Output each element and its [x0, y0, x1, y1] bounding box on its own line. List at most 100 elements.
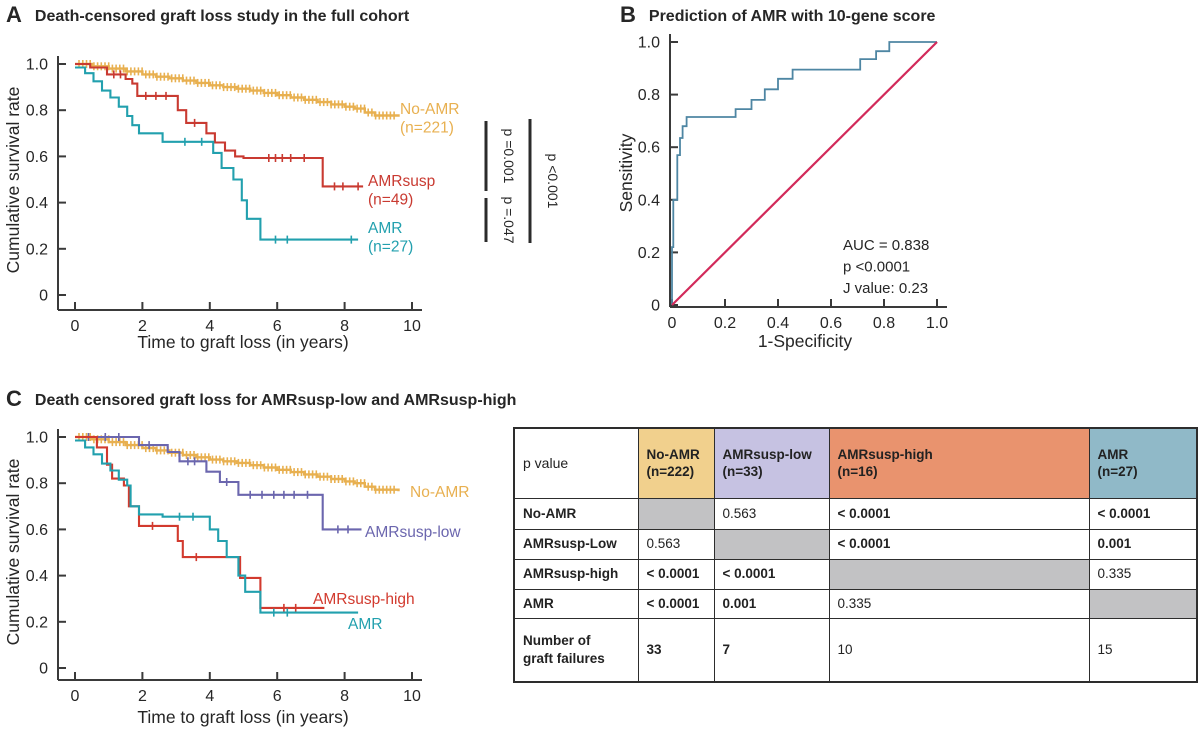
stat-annotation: AUC = 0.838 [843, 237, 929, 254]
curve-label-no-amr: No-AMR [410, 484, 469, 501]
x-axis-label: Time to graft loss (in years) [137, 332, 348, 352]
x-tick-label: 2 [138, 688, 147, 705]
x-tick-label: 2 [138, 318, 147, 335]
pvalue-cell [828, 558, 1090, 590]
panel-c-km-chart: 0 0.2 0.4 0.6 0.8 1.0 0 2 4 6 8 10 Time to graft los… [3, 429, 469, 727]
column-header-no-amr: No-AMR (n=222) [637, 427, 715, 499]
y-tick-label: 1.0 [638, 35, 660, 52]
y-tick-label: 1.0 [26, 430, 48, 447]
table-row: AMRsusp-Low 0.563 < 0.0001 0.001 [513, 528, 1198, 560]
y-tick-label: 0.6 [638, 140, 660, 157]
panel-c-header: C Death censored graft loss for AMRsusp-… [6, 388, 516, 410]
y-axis-label: Sensitivity [616, 133, 636, 212]
x-tick-label: 0 [71, 318, 80, 335]
y-tick-label: 0.4 [638, 192, 660, 209]
stat-annotation: p <0.0001 [843, 259, 910, 276]
x-tick-label: 10 [403, 318, 421, 335]
table-header-row: p value No-AMR (n=222) AMRsusp-low (n=33) AMR… [513, 427, 1198, 499]
y-tick-label: 1.0 [26, 57, 48, 74]
censor-ticks-amr [178, 512, 289, 617]
curve-reference-diagonal [671, 41, 938, 306]
censor-ticks-amrsusp-high [151, 521, 297, 612]
curve-label-amrsusp: (n=49) [368, 192, 413, 209]
stat-annotation: J value: 0.23 [843, 280, 928, 297]
column-header-amrsusp-low: AMRsusp-low (n=33) [713, 427, 830, 499]
y-tick-label: 0.8 [638, 87, 660, 104]
curve-label-amr: AMR [368, 220, 402, 237]
y-tick-label: 0.2 [26, 614, 48, 631]
table-row: Number of graft failures 33 7 10 15 [513, 617, 1198, 683]
x-tick-label: 8 [340, 318, 349, 335]
panel-b-roc-chart: 0 0.2 0.4 0.6 0.8 1.0 0 0.2 0.4 0.6 0.8 1.0 1-Specif… [616, 34, 948, 351]
y-tick-label: 0.8 [26, 476, 48, 493]
curve-label-no-amr: No-AMR [400, 101, 459, 118]
x-tick-label: 0 [668, 315, 677, 332]
pvalue-cell: < 0.0001 [828, 528, 1090, 560]
curve-amrsusp-high [75, 435, 325, 609]
column-header-amr: AMR (n=27) [1088, 427, 1198, 499]
y-tick-label: 0.2 [638, 245, 660, 262]
y-tick-label: 0.4 [26, 195, 48, 212]
panel-b-header: B Prediction of AMR with 10-gene score [620, 4, 935, 26]
pvalue-cell: 0.563 [637, 528, 715, 560]
x-tick-label: 4 [205, 318, 214, 335]
panel-a-km-chart: 0 0.2 0.4 0.6 0.8 1.0 0 2 4 6 8 10 Time to graft los… [3, 56, 561, 352]
pvalue-cell: 33 [637, 617, 715, 683]
comparison-p-label: p =0.001 [501, 129, 517, 184]
panel-a-title: Death-censored graft loss study in the f… [34, 8, 410, 25]
censor-ticks-no-amr [78, 60, 395, 120]
row-header-number-of-graft-failures: Number of graft failures [513, 617, 639, 683]
row-header-amr: AMR [513, 588, 639, 619]
row-header-amrsusp-high: AMRsusp-high [513, 558, 639, 590]
pvalue-cell [637, 497, 715, 530]
x-tick-label: 6 [273, 688, 282, 705]
curve-amr [75, 439, 359, 614]
censor-ticks-amrsusp [113, 70, 359, 191]
x-tick-label: 1.0 [926, 315, 948, 332]
comparison-p-label: p =.047 [501, 196, 517, 243]
pvalue-cell: 0.563 [713, 497, 830, 530]
curve-label-amrsusp-low: AMRsusp-low [365, 524, 461, 541]
panel-c-title: Death censored graft loss for AMRsusp-lo… [34, 392, 517, 409]
x-tick-label: 0.2 [714, 315, 736, 332]
y-tick-label: 0.6 [26, 522, 48, 539]
pvalue-cell: < 0.0001 [637, 558, 715, 590]
pvalue-cell: < 0.0001 [713, 558, 830, 590]
table-row: AMRsusp-high < 0.0001 < 0.0001 0.335 [513, 558, 1198, 590]
x-tick-label: 0.4 [767, 315, 789, 332]
pvalue-table: p value No-AMR (n=222) AMRsusp-low (n=33) AMR… [513, 427, 1198, 683]
pvalue-cell: 0.335 [828, 588, 1090, 619]
pvalue-cell: 10 [828, 617, 1090, 683]
pvalue-cell: 0.001 [713, 588, 830, 619]
x-tick-label: 0.6 [820, 315, 842, 332]
y-tick-label: 0.2 [26, 241, 48, 258]
x-tick-label: 8 [340, 688, 349, 705]
column-header-amrsusp-high: AMRsusp-high (n=16) [828, 427, 1090, 499]
pvalue-cell: 7 [713, 617, 830, 683]
panel-b-title: Prediction of AMR with 10-gene score [648, 8, 936, 25]
panel-a-header: A Death-censored graft loss study in the… [6, 4, 409, 26]
panel-b-letter: B [620, 2, 636, 27]
curve-label-amr: AMR [348, 616, 382, 633]
censor-ticks-amrsusp-low [87, 433, 349, 534]
pvalue-cell: < 0.0001 [637, 588, 715, 619]
pvalue-cell: < 0.0001 [1088, 497, 1198, 530]
curve-amrsusp-low [75, 435, 362, 531]
corner-cell: p value [513, 427, 639, 499]
y-tick-label: 0 [651, 298, 660, 315]
row-header-amrsusp-low: AMRsusp-Low [513, 528, 639, 560]
x-tick-label: 10 [403, 688, 421, 705]
curve-10-gene-score-roc [671, 41, 937, 305]
x-axis-label: 1-Specificity [758, 331, 853, 351]
curve-label-amrsusp-high: AMRsusp-high [313, 591, 415, 608]
pvalue-cell [713, 528, 830, 560]
y-axis-label: Cumulative survival rate [3, 87, 23, 274]
panel-a-letter: A [6, 2, 22, 27]
curve-amr [75, 66, 359, 241]
x-tick-label: 4 [205, 688, 214, 705]
row-header-no-amr: No-AMR [513, 497, 639, 530]
y-tick-label: 0 [39, 661, 48, 678]
pvalue-cell: < 0.0001 [828, 497, 1090, 530]
y-tick-label: 0.8 [26, 103, 48, 120]
